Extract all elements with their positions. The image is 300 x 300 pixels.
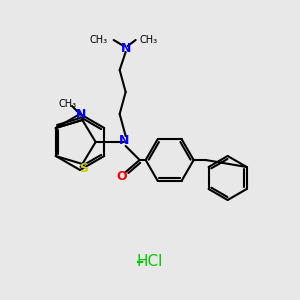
Text: HCl: HCl [137, 254, 163, 269]
Text: N: N [121, 41, 131, 55]
Text: N: N [76, 109, 86, 122]
Text: N: N [118, 134, 129, 146]
Text: S: S [79, 163, 88, 176]
Text: CH₃: CH₃ [89, 35, 108, 45]
Text: O: O [116, 169, 127, 182]
Text: CH₃: CH₃ [140, 35, 158, 45]
Text: CH₃: CH₃ [59, 99, 77, 109]
